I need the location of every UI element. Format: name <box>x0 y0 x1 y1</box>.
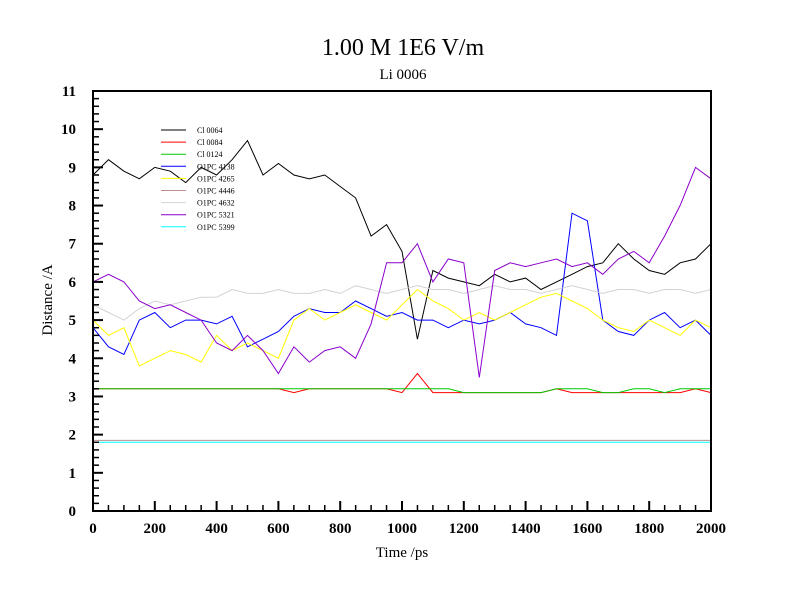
legend-label-8: O1PC 5399 <box>197 223 235 232</box>
x-tick-label: 0 <box>89 521 97 537</box>
x-tick-label: 1400 <box>511 521 541 537</box>
series-line-6 <box>92 285 712 321</box>
x-tick-label: 800 <box>329 521 352 537</box>
x-tick-label: 2000 <box>696 521 726 537</box>
legend-label-5: O1PC 4446 <box>197 187 235 196</box>
x-axis-label: Time /ps <box>376 545 429 561</box>
legend-label-0: Cl 0064 <box>197 126 223 135</box>
series-line-4 <box>92 288 712 367</box>
y-tick-label: 10 <box>61 122 76 138</box>
x-tick-label: 600 <box>267 521 290 537</box>
y-tick-label: 9 <box>69 160 77 176</box>
legend-label-4: O1PC 4265 <box>197 174 235 183</box>
y-tick-label: 1 <box>69 466 77 482</box>
series-line-2 <box>93 388 711 394</box>
y-tick-label: 5 <box>69 313 77 329</box>
axes-layer: 0 200 400 600 800 1000 1200 1400 1600 1800 2000 0 1 2… <box>61 84 726 537</box>
y-tick-label: 8 <box>69 199 77 215</box>
series-layer <box>92 139 712 443</box>
chart-title: 1.00 M 1E6 V/m <box>322 35 485 61</box>
legend-label-3: O1PC 4138 <box>197 162 235 171</box>
y-tick-label: 11 <box>62 84 76 100</box>
legend-label-1: Cl 0084 <box>197 138 223 147</box>
x-tick-label: 1800 <box>634 521 664 537</box>
x-tick-label: 1000 <box>387 521 417 537</box>
y-axis-label: Distance /A <box>40 264 56 335</box>
y-tick-label: 4 <box>69 351 77 367</box>
series-line-3 <box>92 212 712 356</box>
series-line-7 <box>92 166 712 378</box>
x-tick-label: 200 <box>144 521 167 537</box>
y-tick-label: 7 <box>69 237 77 253</box>
y-tick-label: 0 <box>69 504 77 520</box>
series-line-0 <box>92 139 712 340</box>
legend-label-7: O1PC 5321 <box>197 211 235 220</box>
y-tick-label: 6 <box>69 275 77 291</box>
chart-subtitle: Li 0006 <box>379 67 427 83</box>
legend: Cl 0064 Cl 0084 Cl 0124 O1PC 4138 O1PC 4265 O… <box>161 126 235 232</box>
x-tick-label: 1600 <box>572 521 602 537</box>
x-tick-label: 1200 <box>449 521 479 537</box>
y-tick-label: 3 <box>69 389 77 405</box>
legend-label-6: O1PC 4632 <box>197 199 235 208</box>
y-tick-label: 2 <box>69 428 77 444</box>
series-line-1 <box>93 372 712 394</box>
x-tick-label: 400 <box>205 521 228 537</box>
legend-label-2: Cl 0124 <box>197 150 223 159</box>
